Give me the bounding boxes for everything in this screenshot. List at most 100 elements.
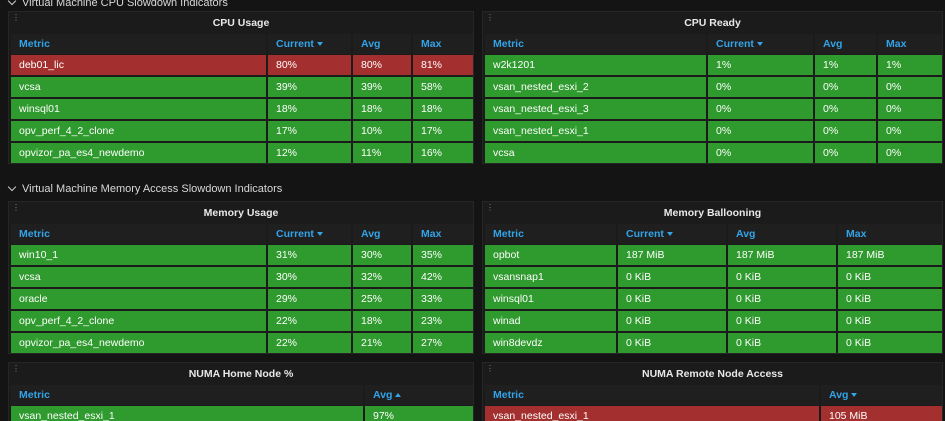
table-cell: 16% [413,143,473,163]
table-cell: 30% [268,267,351,287]
panel-info-icon[interactable]: ⋮ [12,364,20,373]
panel-info-icon[interactable]: ⋮ [12,203,20,212]
table-cell: vcsa [11,267,266,287]
column-header[interactable]: Current [268,224,351,244]
column-header[interactable]: Metric [11,34,266,54]
section-title[interactable]: Virtual Machine CPU Slowdown Indicators [22,0,228,9]
table-cell: winsql01 [11,99,266,119]
panel-info-icon[interactable]: ⋮ [486,13,494,22]
panel-title[interactable]: NUMA Remote Node Access [641,368,783,380]
table-cell: 0% [815,99,876,119]
table-cell: 0% [708,121,813,141]
table-cell: 0 KiB [728,311,836,331]
table-cell: 10% [353,121,411,141]
column-header[interactable]: Avg [353,34,411,54]
table-cell: 0 KiB [838,289,942,309]
column-header[interactable]: Max [878,34,942,54]
column-header-text: Metric [19,228,50,240]
table-cell: 18% [268,99,351,119]
table-panel: ⋮ NUMA Home Node % Metric Avg vsan_nested_es… [8,362,474,421]
table-cell: opvizor_pa_es4_newdemo [11,143,266,163]
table-cell: 0 KiB [838,311,942,331]
table-cell: 17% [268,121,351,141]
collapse-chevron[interactable] [7,182,17,192]
panel-title[interactable]: Memory Ballooning [663,207,762,219]
column-header-text: Avg [361,38,381,50]
column-header[interactable]: Metric [485,224,616,244]
column-header-text: Metric [493,228,524,240]
table-cell: 25% [353,289,411,309]
table-cell: 0 KiB [728,333,836,353]
column-header[interactable]: Current [268,34,351,54]
table-cell: 31% [268,245,351,265]
panel-info-icon[interactable]: ⋮ [486,203,494,212]
table-cell: opbot [485,245,616,265]
column-header-text: Max [421,228,442,240]
table-cell: 81% [413,55,473,75]
section-title[interactable]: Virtual Machine Memory Access Slowdown I… [22,183,283,195]
table-panel: ⋮ NUMA Remote Node Access Metric Avg vsan_ne… [482,362,943,421]
table-cell: 29% [268,289,351,309]
table-cell: 23% [413,311,473,331]
column-header-text: Avg [829,389,849,401]
table-cell: 0 KiB [728,289,836,309]
column-header-text: Max [886,38,907,50]
table-cell: 11% [353,143,411,163]
panel-info-icon[interactable]: ⋮ [12,13,20,22]
table-panel: ⋮ CPU Usage Metric Current Avg Max deb01_lic 80… [8,11,474,164]
table-cell: 42% [413,267,473,287]
table-cell: 22% [268,311,351,331]
table-cell: 105 MiB [821,406,942,421]
column-header-text: Avg [736,228,756,240]
panel-title[interactable]: CPU Ready [684,17,741,29]
column-header-text: Max [846,228,867,240]
table-cell: 0 KiB [728,267,836,287]
column-header[interactable]: Avg [728,224,836,244]
column-header[interactable]: Max [413,34,473,54]
column-header-text: Avg [823,38,843,50]
column-header[interactable]: Avg [365,385,473,405]
panel-title[interactable]: Memory Usage [203,207,279,219]
table-cell: 27% [413,333,473,353]
table-cell: 0 KiB [618,267,726,287]
table-cell: 30% [353,245,411,265]
column-header-text: Current [276,228,314,240]
table-cell: 35% [413,245,473,265]
table-cell: winsql01 [485,289,616,309]
table-cell: 187 MiB [728,245,836,265]
panel-info-icon[interactable]: ⋮ [486,364,494,373]
column-header-text: Avg [373,389,393,401]
collapse-chevron[interactable] [7,0,17,6]
column-header[interactable]: Max [413,224,473,244]
table-cell: 187 MiB [618,245,726,265]
column-header[interactable]: Metric [11,385,363,405]
column-header[interactable]: Current [708,34,813,54]
table-cell: 0% [878,77,942,97]
table-cell: 80% [268,55,351,75]
sort-arrow [395,393,402,398]
column-header[interactable]: Metric [485,34,706,54]
column-header[interactable]: Metric [11,224,266,244]
column-header[interactable]: Max [838,224,942,244]
sort-arrow [851,393,858,398]
table-cell: 0 KiB [618,289,726,309]
column-header[interactable]: Current [618,224,726,244]
table-cell: 58% [413,77,473,97]
table-cell: win10_1 [11,245,266,265]
panel-title[interactable]: CPU Usage [212,17,270,29]
column-header[interactable]: Metric [485,385,819,405]
column-header-text: Metric [19,38,50,50]
table-cell: 0% [878,121,942,141]
column-header[interactable]: Avg [353,224,411,244]
table-cell: 21% [353,333,411,353]
column-header-text: Max [421,38,442,50]
column-header-text: Avg [361,228,381,240]
column-header[interactable]: Avg [821,385,942,405]
sort-arrow [316,42,323,47]
table-panel: ⋮ Memory Usage Metric Current Avg Max win10_1 3… [8,201,474,354]
column-header[interactable]: Avg [815,34,876,54]
panel-title[interactable]: NUMA Home Node % [188,368,294,380]
table-cell: opv_perf_4_2_clone [11,121,266,141]
table-cell: vsan_nested_esxi_1 [485,406,819,421]
table-cell: vsansnap1 [485,267,616,287]
